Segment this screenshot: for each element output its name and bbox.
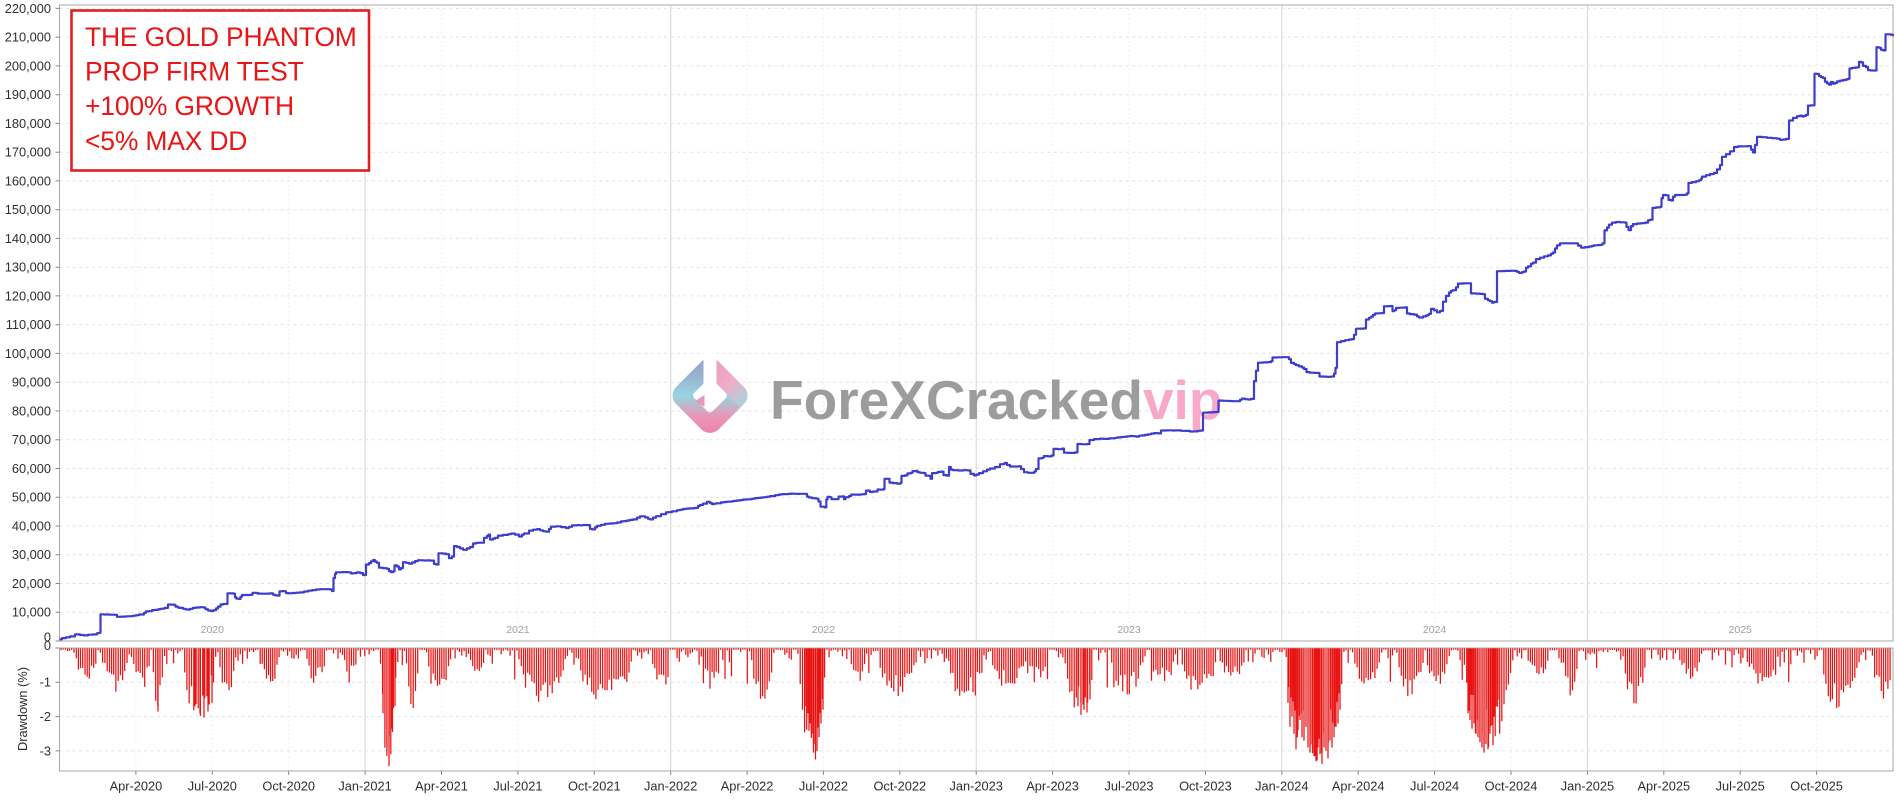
svg-text:2020: 2020 bbox=[201, 624, 225, 636]
svg-text:Jan-2021: Jan-2021 bbox=[338, 779, 391, 794]
svg-text:0: 0 bbox=[44, 630, 51, 645]
svg-text:Jul-2021: Jul-2021 bbox=[493, 779, 542, 794]
svg-text:-2: -2 bbox=[40, 709, 51, 724]
svg-text:Apr-2023: Apr-2023 bbox=[1026, 779, 1079, 794]
svg-text:2023: 2023 bbox=[1117, 624, 1141, 636]
svg-text:Oct-2021: Oct-2021 bbox=[568, 779, 621, 794]
svg-text:80,000: 80,000 bbox=[12, 403, 51, 418]
svg-text:Oct-2024: Oct-2024 bbox=[1485, 779, 1538, 794]
svg-text:220,000: 220,000 bbox=[5, 1, 51, 16]
svg-text:Jan-2023: Jan-2023 bbox=[950, 779, 1003, 794]
svg-text:2025: 2025 bbox=[1729, 624, 1753, 636]
svg-text:40,000: 40,000 bbox=[12, 518, 51, 533]
svg-text:-3: -3 bbox=[40, 743, 51, 758]
svg-text:160,000: 160,000 bbox=[5, 173, 51, 188]
svg-text:200,000: 200,000 bbox=[5, 58, 51, 73]
svg-text:Jan-2022: Jan-2022 bbox=[644, 779, 697, 794]
svg-text:2022: 2022 bbox=[812, 624, 836, 636]
svg-text:90,000: 90,000 bbox=[12, 375, 51, 390]
svg-text:110,000: 110,000 bbox=[6, 317, 51, 332]
svg-text:100,000: 100,000 bbox=[5, 346, 51, 361]
svg-text:180,000: 180,000 bbox=[5, 116, 51, 131]
svg-text:210,000: 210,000 bbox=[5, 30, 51, 45]
svg-text:Apr-2025: Apr-2025 bbox=[1637, 779, 1690, 794]
svg-text:20,000: 20,000 bbox=[12, 576, 51, 591]
svg-text:Oct-2020: Oct-2020 bbox=[262, 779, 315, 794]
svg-text:Jan-2025: Jan-2025 bbox=[1561, 779, 1614, 794]
svg-text:Drawdown (%): Drawdown (%) bbox=[15, 667, 30, 751]
svg-text:-1: -1 bbox=[40, 675, 51, 690]
svg-text:150,000: 150,000 bbox=[5, 202, 51, 217]
svg-text:170,000: 170,000 bbox=[5, 145, 51, 160]
svg-text:<5% MAX DD: <5% MAX DD bbox=[85, 126, 247, 156]
svg-text:PROP FIRM TEST: PROP FIRM TEST bbox=[85, 57, 304, 87]
svg-text:ForeXCrackedvip: ForeXCrackedvip bbox=[770, 369, 1222, 431]
svg-text:10,000: 10,000 bbox=[12, 605, 51, 620]
svg-text:2024: 2024 bbox=[1423, 624, 1447, 636]
svg-text:THE GOLD PHANTOM: THE GOLD PHANTOM bbox=[85, 22, 357, 52]
svg-text:Apr-2022: Apr-2022 bbox=[721, 779, 774, 794]
svg-text:Jul-2020: Jul-2020 bbox=[188, 779, 237, 794]
svg-text:0: 0 bbox=[44, 638, 51, 653]
svg-text:Jan-2024: Jan-2024 bbox=[1255, 779, 1308, 794]
svg-text:Apr-2021: Apr-2021 bbox=[415, 779, 468, 794]
svg-text:130,000: 130,000 bbox=[5, 260, 51, 275]
svg-text:Jul-2025: Jul-2025 bbox=[1716, 779, 1765, 794]
svg-text:Oct-2023: Oct-2023 bbox=[1179, 779, 1232, 794]
svg-text:50,000: 50,000 bbox=[12, 490, 51, 505]
svg-text:2021: 2021 bbox=[506, 624, 530, 636]
svg-text:Oct-2022: Oct-2022 bbox=[873, 779, 926, 794]
svg-text:190,000: 190,000 bbox=[5, 87, 51, 102]
svg-text:70,000: 70,000 bbox=[12, 432, 51, 447]
svg-text:+100% GROWTH: +100% GROWTH bbox=[85, 91, 294, 121]
svg-text:Jul-2023: Jul-2023 bbox=[1104, 779, 1153, 794]
svg-text:140,000: 140,000 bbox=[5, 231, 51, 246]
svg-text:Oct-2025: Oct-2025 bbox=[1790, 779, 1843, 794]
svg-text:Apr-2020: Apr-2020 bbox=[110, 779, 163, 794]
svg-text:Apr-2024: Apr-2024 bbox=[1332, 779, 1385, 794]
svg-text:120,000: 120,000 bbox=[5, 288, 51, 303]
svg-text:30,000: 30,000 bbox=[12, 547, 51, 562]
svg-text:Jul-2022: Jul-2022 bbox=[799, 779, 848, 794]
svg-text:60,000: 60,000 bbox=[12, 461, 51, 476]
svg-text:Jul-2024: Jul-2024 bbox=[1410, 779, 1459, 794]
